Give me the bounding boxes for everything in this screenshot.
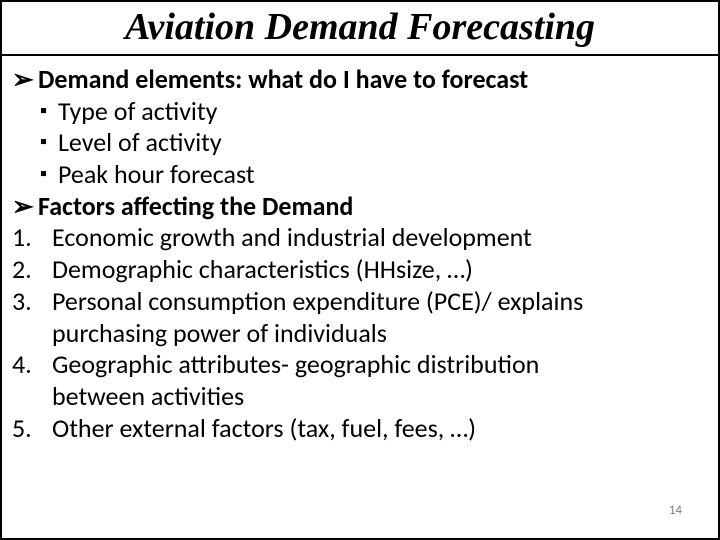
arrow-bullet-icon: ➢ [12, 64, 38, 96]
numbered-item-text: Demographic characteristics (HHsize, …) [52, 254, 473, 286]
slide-title: Aviation Demand Forecasting [12, 8, 708, 48]
sub-item-text: Type of activity [58, 96, 217, 128]
section-heading-2: ➢ Factors affecting the Demand [12, 191, 706, 223]
num-label: 5. [12, 413, 52, 445]
numbered-item-continuation: purchasing power of individuals [12, 318, 706, 350]
numbered-item: 4. Geographic attributes- geographic dis… [12, 349, 706, 381]
numbered-item-text: Economic growth and industrial developme… [52, 222, 532, 254]
sub-item: ▪ Level of activity [12, 127, 706, 159]
numbered-item-text: between activities [52, 381, 244, 413]
body-region: ➢ Demand elements: what do I have to for… [2, 56, 718, 449]
section-heading-1: ➢ Demand elements: what do I have to for… [12, 64, 706, 96]
num-label: 3. [12, 286, 52, 318]
square-bullet-icon: ▪ [40, 99, 58, 131]
slide-frame: Aviation Demand Forecasting ➢ Demand ele… [0, 0, 720, 540]
title-region: Aviation Demand Forecasting [2, 2, 718, 56]
num-label: 4. [12, 349, 52, 381]
square-bullet-icon: ▪ [40, 162, 58, 194]
sub-item-text: Level of activity [58, 127, 222, 159]
numbered-item: 5. Other external factors (tax, fuel, fe… [12, 413, 706, 445]
numbered-item-text: purchasing power of individuals [52, 318, 387, 350]
numbered-item: 1. Economic growth and industrial develo… [12, 222, 706, 254]
sub-item: ▪ Type of activity [12, 96, 706, 128]
square-bullet-icon: ▪ [40, 130, 58, 162]
num-label: 1. [12, 222, 52, 254]
numbered-item: 3. Personal consumption expenditure (PCE… [12, 286, 706, 318]
page-number: 14 [669, 503, 682, 518]
numbered-item-text: Personal consumption expenditure (PCE)/ … [52, 286, 583, 318]
numbered-item-text: Other external factors (tax, fuel, fees,… [52, 413, 476, 445]
section-heading-text: Demand elements: what do I have to forec… [38, 64, 528, 96]
arrow-bullet-icon: ➢ [12, 191, 38, 223]
numbered-item: 2. Demographic characteristics (HHsize, … [12, 254, 706, 286]
num-label: 2. [12, 254, 52, 286]
sub-item: ▪ Peak hour forecast [12, 159, 706, 191]
section-heading-text: Factors affecting the Demand [38, 191, 353, 223]
numbered-item-continuation: between activities [12, 381, 706, 413]
sub-item-text: Peak hour forecast [58, 159, 255, 191]
numbered-item-text: Geographic attributes- geographic distri… [52, 349, 539, 381]
